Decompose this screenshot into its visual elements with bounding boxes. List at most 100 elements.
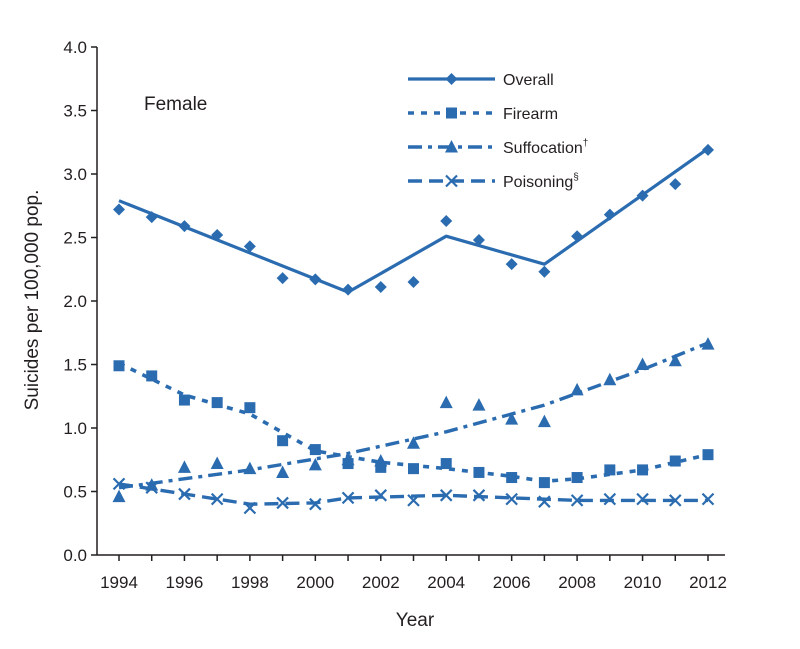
poisoning-point (570, 494, 584, 507)
overall-point (145, 211, 158, 224)
y-tick-label: 0.0 (63, 546, 87, 565)
suffocation-point (374, 454, 388, 467)
firearm-point (244, 402, 256, 414)
suffocation-point (276, 465, 290, 478)
series-overall (113, 143, 714, 296)
legend-marker-suffocation (445, 140, 458, 153)
poisoning-point (341, 491, 355, 505)
plot-area (112, 143, 715, 515)
x-tick-label: 1996 (166, 573, 204, 592)
suffocation-point (472, 398, 486, 411)
overall-point (309, 273, 322, 286)
firearm-point (473, 466, 485, 478)
poisoning-point (669, 494, 682, 507)
x-tick-label: 2006 (493, 573, 531, 592)
firearm-point (408, 463, 419, 475)
poisoning-point (243, 501, 257, 515)
firearm-point (538, 477, 550, 489)
suffocation-point (177, 460, 191, 473)
x-tick-label: 2010 (624, 573, 662, 592)
suffocation-point (308, 457, 322, 471)
legend-marker-poisoning (445, 174, 458, 188)
poisoning-point (178, 487, 191, 501)
overall-point (407, 275, 420, 288)
firearm-point (506, 472, 518, 484)
suffocation-point (210, 456, 224, 470)
suffocation-point (439, 395, 453, 409)
poisoning-point (309, 497, 322, 511)
suffocation-point (701, 337, 715, 350)
firearm-point (146, 370, 158, 382)
suffocation-point (112, 489, 126, 503)
suffocation-point (537, 414, 551, 428)
overall-point (702, 143, 714, 156)
legend-marker-overall (445, 73, 458, 85)
overall-point (113, 203, 125, 216)
overall-point (571, 230, 584, 243)
legend: Overall Firearm Suffocation† Poisoning§ (408, 72, 588, 191)
firearm-trend-line (118, 361, 709, 484)
poisoning-point (407, 494, 420, 507)
overall-point (374, 281, 387, 294)
x-tick-label: 2004 (427, 573, 465, 592)
legend-footnote-mark: § (573, 172, 579, 183)
y-tick-label: 3.5 (63, 102, 87, 121)
series-firearm (113, 360, 714, 489)
y-tick-label: 2.5 (63, 229, 87, 248)
x-tick-label: 1998 (231, 573, 269, 592)
y-tick-label: 0.5 (63, 483, 87, 502)
suffocation-point (636, 357, 650, 370)
overall-point (669, 178, 682, 191)
overall-point (538, 265, 551, 278)
overall-point (276, 272, 289, 285)
poisoning-point (472, 489, 486, 502)
poisoning-point (210, 492, 224, 506)
axes: Year Suicides per 100,000 pop. 0.0 0.5 1.0… (22, 38, 727, 631)
overall-point (342, 283, 355, 296)
overall-point (505, 258, 518, 271)
overall-point (472, 234, 485, 247)
y-tick-label: 4.0 (63, 38, 87, 57)
firearm-point (309, 444, 321, 456)
suffocation-point (603, 372, 617, 386)
suffocation-point (668, 353, 682, 367)
series-suffocation (112, 337, 715, 503)
panel-label-female: Female (144, 94, 207, 115)
x-tick-label: 2008 (558, 573, 596, 592)
firearm-point (211, 397, 223, 409)
firearm-point (277, 435, 289, 447)
firearm-point (113, 360, 125, 372)
firearm-point (604, 464, 616, 476)
overall-point (636, 189, 649, 202)
y-tick-label: 2.0 (63, 292, 87, 311)
x-tick-label: 2000 (296, 573, 334, 592)
poisoning-point (538, 495, 551, 508)
legend-label-suffocation: Suffocation† (503, 138, 588, 157)
poisoning-point (636, 492, 649, 506)
overall-point (211, 228, 224, 241)
x-axis-title: Year (396, 610, 435, 631)
x-tick-label: 2002 (362, 573, 400, 592)
poisoning-point (374, 489, 388, 502)
overall-point (603, 208, 616, 221)
legend-marker-firearm (446, 107, 457, 119)
suffocation-point (341, 452, 355, 466)
poisoning-point (145, 481, 158, 494)
suffocation-point (570, 382, 584, 396)
legend-label-firearm: Firearm (503, 106, 558, 123)
y-tick-label: 3.0 (63, 165, 87, 184)
poisoning-point (701, 492, 715, 506)
suffocation-point (407, 436, 420, 449)
poisoning-point (112, 477, 126, 491)
overall-point (243, 240, 256, 253)
poisoning-point (439, 489, 453, 502)
firearm-point (571, 472, 583, 484)
suffocation-point (243, 461, 257, 475)
poisoning-point (276, 496, 289, 510)
overall-trend-line (118, 147, 709, 294)
firearm-point (440, 458, 452, 470)
overall-point (178, 220, 191, 233)
legend-label-overall: Overall (503, 72, 554, 89)
firearm-point (669, 455, 681, 467)
